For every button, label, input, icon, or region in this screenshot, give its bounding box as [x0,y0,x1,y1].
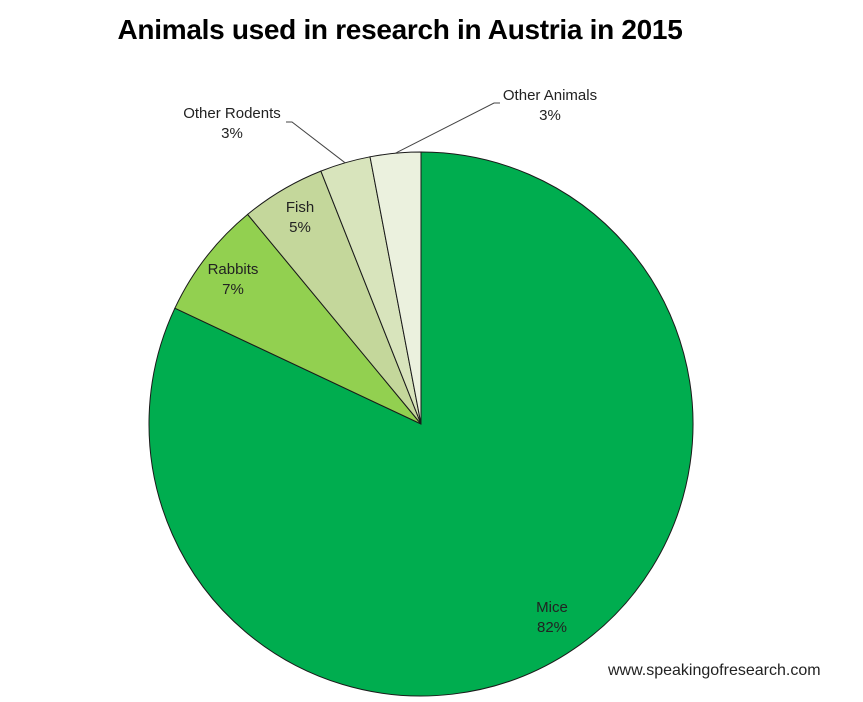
pie-slice-rabbits [174,213,422,425]
pie-slice-other-animals [369,151,422,425]
source-credit: www.speakingofresearch.com [608,662,821,679]
data-label-rabbits: Rabbits 7% [208,261,259,298]
chart-title: Animals used in research in Austria in 2… [117,14,683,45]
data-label-other-animals: Other Animals 3% [503,87,597,124]
leader-line [395,102,500,154]
data-label-fish: Fish 5% [286,199,314,236]
data-label-mice: Mice 82% [536,599,568,636]
leader-lines [286,102,500,164]
data-labels: Mice 82% Rabbits 7% Fish 5% Other Rodents 3% Oth… [183,87,597,636]
pie-slices [148,151,694,697]
leader-line [286,121,346,164]
data-label-other-rodents: Other Rodents 3% [183,105,281,142]
